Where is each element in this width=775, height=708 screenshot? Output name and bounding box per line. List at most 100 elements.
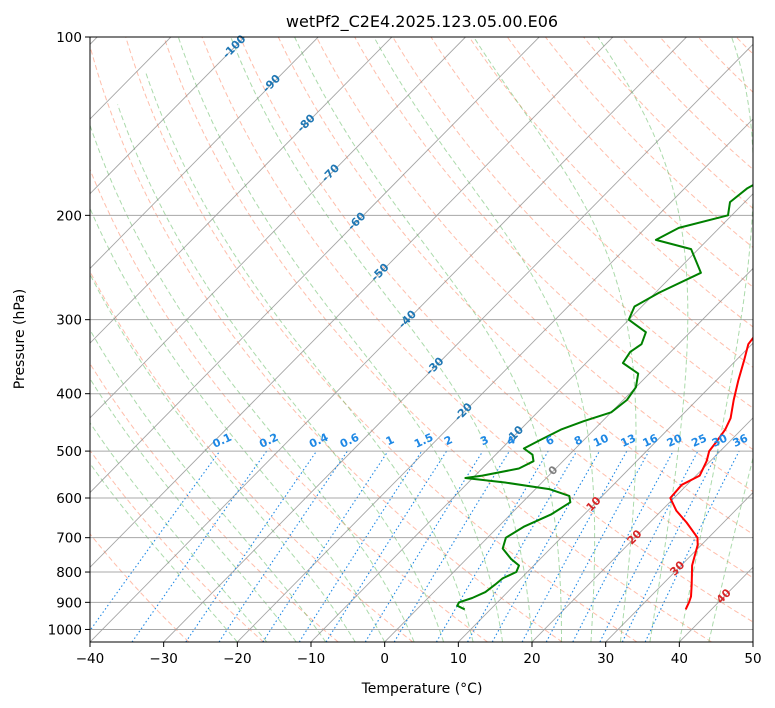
moist-adiabat-line (90, 123, 415, 642)
background-lines (90, 37, 753, 642)
y-tick-label: 1000 (48, 622, 82, 638)
dewpoint-profile-line (456, 183, 753, 611)
y-tick-label: 100 (56, 30, 82, 46)
isotherm-line (605, 491, 753, 642)
dry-adiabat-line (468, 37, 753, 328)
mixing-ratio-line (185, 450, 318, 642)
moist-adiabat-line (117, 104, 445, 642)
isotherm-line (237, 118, 753, 642)
mixing-ratio-line (545, 450, 650, 642)
moist-adiabat-line (90, 328, 327, 642)
y-tick-label: 500 (56, 444, 82, 460)
mixing-ratio-line (364, 450, 484, 642)
moist-adiabat-line (90, 421, 268, 642)
moist-adiabat-line (473, 37, 637, 642)
moist-adiabat-line (90, 273, 356, 642)
x-tick-label: −20 (223, 651, 252, 667)
isotherm-label: -90 (260, 72, 283, 96)
y-tick-label: 400 (56, 387, 82, 403)
plot-frame (89, 36, 754, 643)
mixing-ratio-label: 30 (710, 431, 730, 449)
isotherm-line (458, 342, 753, 642)
mixing-ratio-label: 25 (689, 432, 708, 450)
mixing-ratio-label: 2 (442, 433, 454, 448)
isotherm-line (752, 641, 753, 642)
dry-adiabat-line (392, 37, 753, 409)
x-tick-label: 30 (597, 651, 614, 667)
isotherm-line (90, 37, 393, 344)
x-tick-label: 10 (450, 651, 467, 667)
dry-adiabat-line (545, 37, 753, 249)
isotherm-line (163, 43, 753, 642)
dry-adiabat-line (90, 168, 488, 642)
x-tick-label: −40 (76, 651, 105, 667)
isotherm-line (90, 37, 687, 642)
dry-adiabat-line (659, 37, 753, 132)
mixing-ratio-line (298, 450, 423, 642)
moist-adiabat-line (177, 37, 503, 642)
mixing-ratio-label: 0.4 (307, 431, 330, 451)
mixing-ratio-line (393, 450, 510, 642)
y-axis-label: Pressure (hPa) (12, 289, 28, 389)
moist-adiabat-line (708, 455, 753, 642)
mixing-ratio-line (572, 450, 674, 642)
mixing-ratio-label: 0.6 (338, 431, 361, 451)
mixing-ratio-line (218, 450, 348, 642)
dry-adiabat-line (90, 270, 414, 642)
mixing-ratio-line (325, 450, 448, 642)
dry-adiabat-line (90, 449, 264, 642)
dry-adiabat-line (90, 533, 190, 642)
temperature-profile-line (669, 336, 753, 610)
mixing-ratio-label: 1 (384, 433, 396, 448)
isotherm-line (679, 566, 753, 642)
profile-series (456, 183, 753, 611)
mixing-ratio-label: 3 (478, 433, 490, 448)
dry-adiabat-line (277, 37, 753, 535)
moist-adiabat-line (230, 37, 533, 642)
mixing-ratio-line (491, 450, 600, 642)
y-tick-label: 200 (56, 208, 82, 224)
warm-isotherm-label: 30 (667, 558, 687, 578)
isotherm-line (90, 37, 245, 195)
moist-adiabat-line (90, 207, 386, 642)
dry-adiabat-line (163, 37, 712, 642)
dry-adiabat-line (430, 37, 753, 368)
mixing-ratio-label: 20 (665, 431, 685, 449)
mixing-ratio-label: 10 (591, 431, 611, 449)
isotherm-line (90, 37, 319, 270)
x-tick-label: −30 (149, 651, 178, 667)
dry-adiabat-line (90, 44, 563, 642)
x-tick-label: 0 (380, 651, 389, 667)
dry-adiabat-line (354, 37, 753, 451)
x-tick-label: 40 (671, 651, 688, 667)
dry-adiabat-line (735, 37, 753, 55)
chart-title: wetPf2_C2E4.2025.123.05.00.E06 (286, 12, 558, 32)
moist-adiabat-line (373, 37, 596, 642)
y-tick-label: 700 (56, 531, 82, 547)
isotherm-line (90, 37, 466, 419)
isotherm-line (310, 193, 753, 642)
moist-adiabat-line (90, 462, 238, 642)
mixing-ratio-line (435, 450, 549, 642)
mixing-ratio-line (131, 450, 268, 642)
isotherm-label: -70 (319, 161, 342, 185)
mixing-ratio-line (90, 450, 221, 632)
mixing-ratio-label: 13 (619, 432, 638, 450)
isotherm-line (90, 37, 614, 568)
mixing-ratio-line (599, 450, 699, 642)
x-tick-label: −10 (297, 651, 326, 667)
x-tick-label: 20 (523, 651, 540, 667)
x-axis-label: Temperature (°C) (361, 681, 483, 697)
dry-adiabat-line (125, 37, 638, 642)
mixing-ratio-line (521, 450, 628, 642)
moist-adiabat-line (90, 377, 297, 642)
y-tick-label: 300 (56, 313, 82, 329)
dry-adiabat-line (316, 37, 753, 493)
mixing-ratio-label: 0.2 (257, 431, 280, 451)
y-tick-label: 900 (56, 595, 82, 611)
mixing-ratio-label: 16 (641, 431, 661, 449)
dry-adiabat-line (201, 37, 753, 623)
x-tick-label: 50 (744, 651, 761, 667)
